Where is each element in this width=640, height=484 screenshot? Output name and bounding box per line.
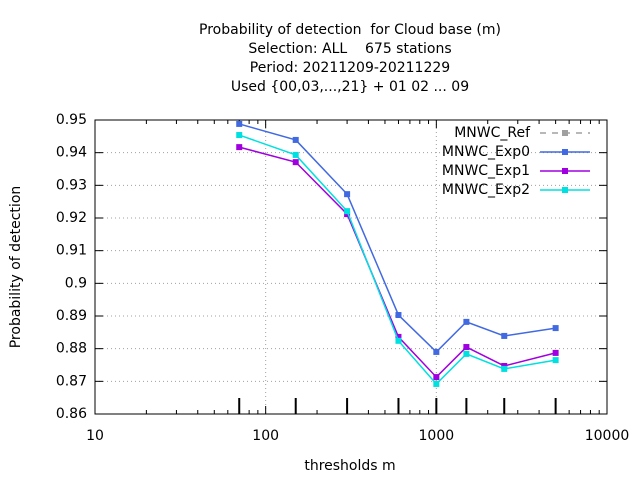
point [395,333,402,340]
legend-label: MNWC_Ref [454,125,531,141]
point [463,350,470,357]
plot-frame [94,119,608,415]
point [463,344,470,351]
x-axis-label: thresholds m [304,458,395,474]
y-tick-label: 0.87 [56,373,87,389]
point [292,136,299,143]
point [236,144,243,151]
point [433,380,440,387]
legend-marker [562,130,568,136]
legend-marker [562,168,568,174]
x-tick-label: 10000 [585,428,630,444]
x-tick-label: 100 [252,428,279,444]
legend-label: MNWC_Exp2 [442,182,530,198]
point [292,159,299,166]
x-tick-label: 1000 [419,428,455,444]
legend-marker [562,149,568,155]
y-axis-label: Probability of detection [8,186,24,349]
series-line [239,146,556,379]
point [433,374,440,381]
legend-marker [562,187,568,193]
x-tick-label: 10 [86,428,104,444]
y-tick-label: 0.91 [56,243,87,259]
series-line [239,123,556,353]
y-tick-label: 0.88 [56,341,87,357]
y-tick-label: 0.89 [56,308,87,324]
legend-label: MNWC_Exp0 [442,144,530,160]
point [501,365,508,372]
y-tick-label: 0.93 [56,177,87,193]
point [395,337,402,344]
chart-title: Probability of detection for Cloud base … [199,22,501,38]
y-tick-label: 0.86 [56,406,87,422]
point [552,357,559,364]
point [292,151,299,158]
y-tick-label: 0.9 [65,275,87,291]
point [236,132,243,139]
y-tick-label: 0.92 [56,210,87,226]
point [501,332,508,339]
point [344,191,351,198]
point [395,312,402,319]
point [344,208,351,215]
point [463,318,470,325]
point [236,120,243,127]
point [552,325,559,332]
y-tick-label: 0.94 [56,145,87,161]
legend-label: MNWC_Exp1 [442,163,530,179]
chart-title: Selection: ALL 675 stations [248,41,451,57]
chart-title: Period: 20211209-20211229 [250,60,450,76]
chart-title: Used {00,03,...,21} + 01 02 ... 09 [231,79,469,95]
y-tick-label: 0.95 [56,112,87,128]
series-line [238,134,556,386]
point [552,349,559,356]
point [433,348,440,355]
